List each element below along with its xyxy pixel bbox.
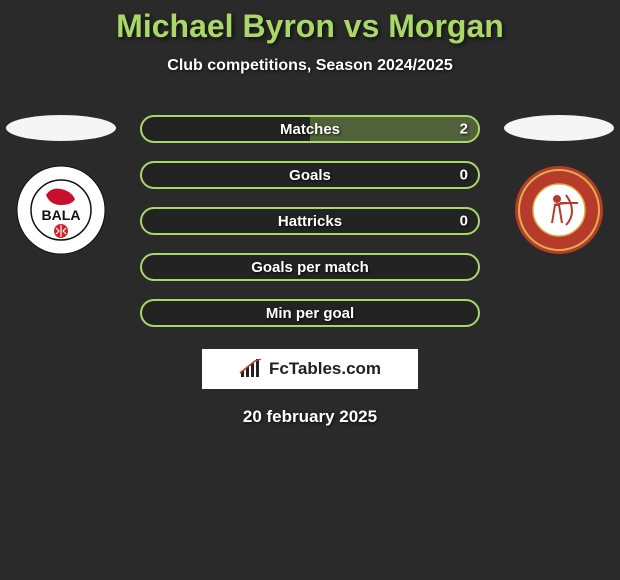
stat-label: Goals — [289, 167, 331, 184]
stat-value-right: 0 — [460, 213, 468, 230]
stat-row: Goals 0 — [140, 161, 480, 189]
stat-label: Matches — [280, 121, 340, 138]
bala-badge-icon: BALA — [16, 165, 106, 255]
stat-row: Hattricks 0 — [140, 207, 480, 235]
main-area: BALA Matches2Goals0Hattricks0Go — [0, 115, 620, 327]
page-subtitle: Club competitions, Season 2024/2025 — [0, 57, 620, 75]
brand-label: FcTables.com — [269, 359, 381, 379]
club-badge-right — [514, 165, 604, 255]
page-title: Michael Byron vs Morgan — [0, 8, 620, 45]
stats-list: Matches 2 Goals 0 Hattricks 0 Goals per match M… — [140, 115, 480, 327]
stat-row: Min per goal — [140, 299, 480, 327]
stat-row: Goals per match — [140, 253, 480, 281]
stat-label: Min per goal — [266, 305, 354, 322]
stat-label: Goals per match — [251, 259, 369, 276]
stat-value-right: 2 — [460, 121, 468, 138]
date-label: 20 february 2025 — [0, 407, 620, 427]
player-photo-left — [6, 115, 116, 141]
archer-badge-icon — [514, 165, 604, 255]
club-badge-left: BALA — [16, 165, 106, 255]
stat-label: Hattricks — [278, 213, 342, 230]
brand-box[interactable]: FcTables.com — [202, 349, 418, 389]
stat-row: Matches 2 — [140, 115, 480, 143]
svg-text:BALA: BALA — [42, 207, 81, 223]
player-photo-right — [504, 115, 614, 141]
stat-value-right: 0 — [460, 167, 468, 184]
comparison-card: Michael Byron vs Morgan Club competition… — [0, 0, 620, 427]
bar-chart-icon — [239, 359, 263, 379]
